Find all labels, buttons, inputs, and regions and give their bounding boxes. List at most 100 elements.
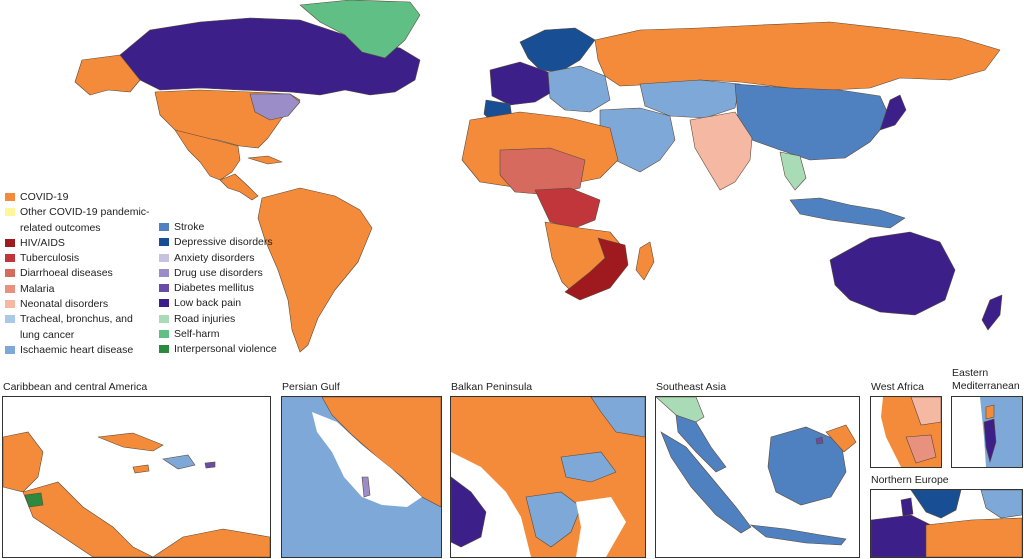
legend-item-ihd: Ischaemic heart disease — [3, 343, 158, 358]
legend-swatch — [5, 238, 15, 247]
inset-title-eastern-med: Eastern Mediterranean — [952, 367, 1020, 392]
inset-west-africa — [870, 396, 942, 468]
legend-swatch — [159, 299, 169, 308]
legend-swatch — [159, 223, 169, 231]
inset-title-northern-europe: Northern Europe — [871, 474, 949, 486]
inset-caribbean — [2, 396, 271, 558]
legend-column-2: Stroke Depressive disorders Anxiety diso… — [157, 220, 297, 358]
region-central-america-inset — [22, 481, 154, 557]
legend-column-1: COVID-19 Other COVID-19 pandemic- relate… — [3, 190, 158, 358]
region-senegal-inset — [910, 397, 941, 426]
inset-eastern-med-map — [952, 397, 1022, 467]
region-el-salvador-inset — [24, 492, 44, 508]
legend-item-road-injuries: Road injuries — [157, 312, 297, 327]
region-cuba-inset — [97, 432, 164, 452]
legend-swatch — [5, 208, 15, 217]
inset-title-west-africa: West Africa — [871, 381, 924, 393]
region-hispaniola-inset — [162, 454, 196, 470]
region-south-asia — [689, 111, 753, 191]
legend-swatch — [5, 345, 15, 354]
inset-title-southeast-asia: Southeast Asia — [656, 381, 727, 393]
legend-item-low-back-pain: Low back pain — [157, 296, 297, 311]
region-cuba — [247, 155, 283, 165]
legend-item-anxiety: Anxiety disorders — [157, 251, 297, 266]
region-baltics-inset — [980, 490, 1022, 519]
region-lebanon-inset — [985, 404, 995, 420]
inset-persian-gulf-map — [282, 397, 441, 557]
legend-item-other-covid: Other COVID-19 pandemic- related outcome… — [3, 205, 158, 236]
region-borneo-inset — [767, 426, 847, 506]
legend-swatch — [5, 284, 15, 293]
region-ukraine-inset — [590, 397, 645, 438]
region-indonesia — [789, 197, 906, 229]
inset-northern-europe-map — [871, 490, 1022, 557]
region-gulf-water — [312, 412, 422, 507]
region-java-inset — [749, 524, 847, 546]
region-mexico — [174, 129, 241, 181]
region-colombia-venezuela-inset — [152, 528, 270, 557]
region-israel-inset — [983, 418, 997, 464]
inset-west-africa-map — [871, 397, 941, 467]
legend-swatch — [5, 315, 15, 324]
legend-item-tuberculosis: Tuberculosis — [3, 251, 158, 266]
legend-swatch — [5, 193, 15, 201]
region-central-africa — [534, 187, 601, 229]
legend-swatch — [159, 314, 169, 323]
legend-swatch — [5, 269, 15, 278]
region-indochina — [779, 151, 807, 191]
region-alaska — [74, 54, 141, 96]
region-madagascar — [635, 241, 655, 281]
legend-swatch — [159, 268, 169, 277]
legend-item-diarrhoeal: Diarrhoeal diseases — [3, 266, 158, 281]
region-jamaica-inset — [132, 464, 150, 474]
inset-persian-gulf — [281, 396, 442, 558]
region-bulgaria-inset — [560, 451, 617, 483]
legend-item-interpersonal-violence: Interpersonal violence — [157, 342, 297, 357]
region-brunei-inset — [815, 436, 824, 445]
inset-title-caribbean: Caribbean and central America — [3, 381, 148, 393]
region-new-zealand — [981, 294, 1003, 331]
legend-swatch — [5, 300, 15, 309]
legend-swatch — [159, 238, 169, 247]
region-sabah-inset — [825, 424, 857, 453]
inset-southeast-asia — [655, 396, 860, 558]
legend-swatch — [159, 253, 169, 262]
region-guinea-inset — [905, 434, 937, 464]
region-eastern-europe — [547, 65, 611, 113]
region-greece-inset — [525, 491, 582, 548]
region-south-africa — [564, 237, 629, 301]
legend-item-depressive: Depressive disorders — [157, 235, 297, 250]
legend-item-lung-cancer: Tracheal, bronchus, and lung cancer — [3, 312, 158, 343]
region-italy-inset — [451, 476, 487, 548]
region-norway-sweden-inset — [910, 490, 962, 519]
region-puerto-rico-inset — [204, 461, 216, 469]
region-malaysia-inset — [675, 414, 727, 473]
inset-title-persian-gulf: Persian Gulf — [282, 381, 340, 393]
region-greenland — [299, 0, 421, 59]
region-us-northeast — [249, 93, 301, 121]
region-thailand-inset — [656, 397, 705, 426]
legend-item-hiv: HIV/AIDS — [3, 236, 158, 251]
region-central-america — [219, 173, 259, 201]
region-sumatra-inset — [660, 431, 752, 534]
legend-item-stroke: Stroke — [157, 220, 297, 235]
inset-balkan-map — [451, 397, 645, 557]
legend-item-malaria: Malaria — [3, 282, 158, 297]
region-aegean-water — [576, 497, 626, 557]
region-china — [734, 83, 891, 161]
region-germany-inset — [871, 514, 932, 557]
region-australia — [829, 231, 956, 316]
region-poland-inset — [925, 517, 1022, 557]
region-mexico-inset — [3, 431, 44, 493]
legend-item-self-harm: Self-harm — [157, 327, 297, 342]
inset-eastern-med — [951, 396, 1023, 468]
region-south-america — [257, 187, 373, 353]
inset-caribbean-map — [3, 431, 270, 557]
region-central-asia — [639, 79, 741, 119]
inset-northern-europe — [870, 489, 1023, 558]
region-canada — [119, 17, 421, 96]
region-iran-inset — [321, 397, 441, 508]
world-map — [74, 0, 1003, 353]
inset-title-balkan: Balkan Peninsula — [451, 381, 533, 393]
region-denmark-inset — [900, 497, 914, 517]
